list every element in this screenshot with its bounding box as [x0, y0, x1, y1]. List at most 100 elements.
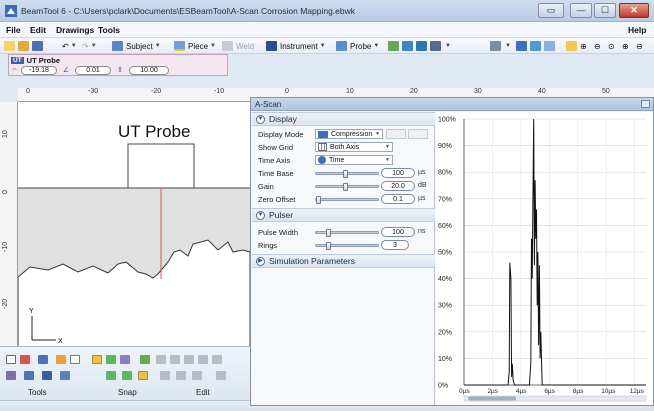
pin-icon[interactable]: [641, 100, 650, 108]
slider-handle[interactable]: [325, 242, 331, 250]
polygon-icon[interactable]: [140, 355, 150, 364]
probe-menu-button[interactable]: Probe ▼: [336, 40, 379, 52]
probe-angle-field[interactable]: 0.01: [75, 66, 111, 75]
weld-menu-button[interactable]: Weld: [222, 40, 254, 52]
move-icon[interactable]: [160, 371, 170, 380]
text-icon[interactable]: [170, 355, 180, 364]
shape-icon[interactable]: [38, 355, 48, 364]
paste-icon[interactable]: [212, 355, 222, 364]
view-split-button[interactable]: [544, 40, 557, 52]
time-base-slider[interactable]: [315, 170, 379, 178]
display-section-header[interactable]: ▼ Display: [252, 112, 435, 126]
time-base-label: Time Base: [258, 169, 294, 178]
curve-icon[interactable]: [120, 355, 130, 364]
open-file-button[interactable]: [18, 40, 31, 52]
slider-handle[interactable]: [325, 229, 331, 237]
pan-button[interactable]: [566, 40, 579, 52]
zoom-previous-button[interactable]: ⊖: [636, 40, 643, 52]
ascan-plot[interactable]: 0% 10% 20% 30% 40% 50% 60% 70% 80% 90% 100% 0µs 2µs 4…: [436, 112, 653, 405]
menu-tools[interactable]: Tools: [98, 25, 121, 35]
snap-toggle-icon[interactable]: [138, 371, 148, 380]
rf-mode-icon[interactable]: [386, 129, 406, 139]
ruler-label: -10: [214, 88, 225, 95]
align-icon[interactable]: [216, 371, 226, 380]
rectified-mode-icon[interactable]: [408, 129, 428, 139]
y-tick-label: 10%: [438, 356, 452, 363]
simulation-section-header[interactable]: ▶ Simulation Parameters: [252, 254, 435, 268]
zoom-fit-button[interactable]: ⊙: [608, 40, 615, 52]
redo-button[interactable]: ↷ ▼: [82, 40, 97, 52]
gain-slider[interactable]: [315, 183, 379, 191]
copy-icon[interactable]: [198, 355, 208, 364]
maximize-button[interactable]: ☐: [594, 3, 616, 18]
pulser-section-header[interactable]: ▼ Pulser: [252, 208, 435, 222]
rings-stepper[interactable]: 3: [381, 240, 409, 250]
show-grid-select[interactable]: Both Axis ▼: [315, 142, 393, 152]
save-icon: [32, 41, 43, 51]
zero-offset-slider[interactable]: [315, 196, 379, 204]
drawing-canvas[interactable]: UT Probe Y X: [18, 102, 250, 346]
table-button[interactable]: [402, 40, 415, 52]
help-button[interactable]: ▭: [538, 3, 564, 18]
rotate-icon[interactable]: [176, 371, 186, 380]
style-icon[interactable]: [6, 371, 16, 380]
menu-drawings[interactable]: Drawings: [56, 25, 95, 35]
pencil-icon[interactable]: [92, 355, 102, 364]
view-3d-button[interactable]: [530, 40, 543, 52]
dimension-icon[interactable]: [42, 371, 52, 380]
ruler-label: 0: [26, 88, 30, 95]
time-axis-select[interactable]: Time ▼: [315, 155, 393, 165]
close-button[interactable]: ✕: [619, 3, 649, 18]
erase-icon[interactable]: [156, 355, 166, 364]
chart-button[interactable]: [388, 40, 401, 52]
instrument-menu-button[interactable]: Instrument ▼: [266, 40, 326, 52]
pulse-width-slider[interactable]: [315, 229, 379, 237]
slider-handle[interactable]: [343, 170, 349, 178]
y-tick-label: 40%: [438, 276, 452, 283]
gain-unit: dB: [418, 182, 427, 189]
zoom-window-button[interactable]: ⊕: [622, 40, 629, 52]
zoom-out-button[interactable]: ⊖: [594, 40, 601, 52]
grid-button[interactable]: [416, 40, 429, 52]
slider-handle[interactable]: [316, 196, 322, 204]
menu-help[interactable]: Help: [628, 25, 647, 35]
fill-icon[interactable]: [24, 371, 34, 380]
pointer-icon[interactable]: [6, 355, 16, 364]
view-menu-button[interactable]: ▼: [430, 40, 451, 52]
layout-menu-button[interactable]: ▼: [490, 40, 511, 52]
piece-menu-button[interactable]: Piece ▼: [174, 40, 216, 52]
menu-file[interactable]: File: [6, 25, 21, 35]
probe-offset-field[interactable]: 10.00: [129, 66, 169, 75]
rings-slider[interactable]: [315, 242, 379, 250]
subject-menu-button[interactable]: Subject ▼: [112, 40, 161, 52]
display-mode-select[interactable]: Compression ▼: [315, 129, 383, 139]
clock-icon: [318, 156, 326, 164]
highlight-icon[interactable]: [56, 355, 66, 364]
undo-button[interactable]: ↶ ▼: [62, 40, 77, 52]
menu-edit[interactable]: Edit: [30, 25, 47, 35]
slider-handle[interactable]: [343, 183, 349, 191]
line-icon[interactable]: [106, 355, 116, 364]
x-tick-label: 4µs: [516, 388, 527, 395]
snap-grid-icon[interactable]: [106, 371, 116, 380]
zero-offset-stepper[interactable]: 0.1: [381, 194, 415, 204]
snap-point-icon[interactable]: [122, 371, 132, 380]
pulse-width-stepper[interactable]: 100: [381, 227, 415, 237]
arrow-icon[interactable]: [20, 355, 30, 364]
probe-icon: [336, 41, 347, 51]
probe-x-field[interactable]: -19.18: [21, 66, 57, 75]
table-tool-icon[interactable]: [60, 371, 70, 380]
table-icon: [402, 41, 413, 51]
rectangle-icon[interactable]: [70, 355, 80, 364]
time-axis-value: Time: [329, 156, 345, 164]
gain-stepper[interactable]: 20.0: [381, 181, 415, 191]
view-2d-button[interactable]: [516, 40, 529, 52]
time-base-stepper[interactable]: 100: [381, 168, 415, 178]
save-button[interactable]: [32, 40, 45, 52]
ascan-header: A-Scan: [251, 98, 653, 111]
zoom-in-button[interactable]: ⊕: [580, 40, 587, 52]
new-file-button[interactable]: [4, 40, 17, 52]
scale-icon[interactable]: [192, 371, 202, 380]
cut-icon[interactable]: [184, 355, 194, 364]
minimize-button[interactable]: —: [570, 3, 592, 18]
